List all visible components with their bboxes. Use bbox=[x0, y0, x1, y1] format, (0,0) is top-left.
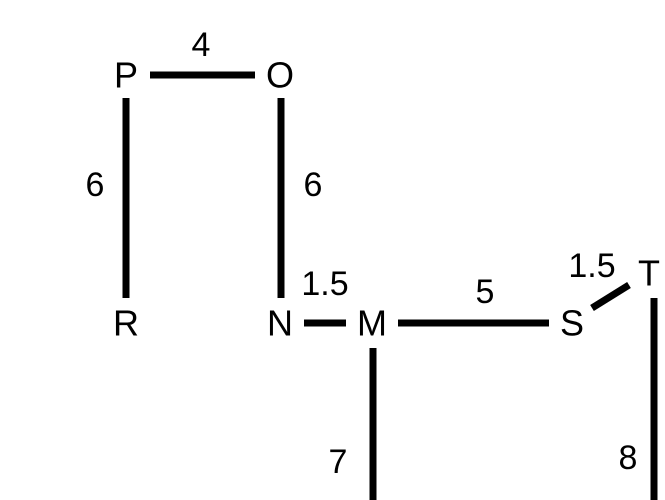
node-P: P bbox=[114, 55, 138, 96]
weight-N-M: 1.5 bbox=[301, 265, 348, 303]
node-S: S bbox=[560, 303, 584, 344]
weight-O-N: 6 bbox=[304, 166, 323, 204]
node-T: T bbox=[638, 253, 660, 294]
node-O: O bbox=[266, 55, 294, 96]
node-N: N bbox=[267, 303, 293, 344]
edge-S-T bbox=[590, 282, 631, 311]
weight-M-down: 7 bbox=[329, 443, 348, 481]
weight-M-S: 5 bbox=[476, 273, 495, 311]
weight-S-T: 1.5 bbox=[568, 247, 615, 285]
weight-P-O: 4 bbox=[192, 26, 211, 64]
node-R: R bbox=[113, 303, 139, 344]
weight-T-down: 8 bbox=[619, 439, 638, 477]
node-M: M bbox=[357, 303, 387, 344]
weight-P-R: 6 bbox=[86, 166, 105, 204]
